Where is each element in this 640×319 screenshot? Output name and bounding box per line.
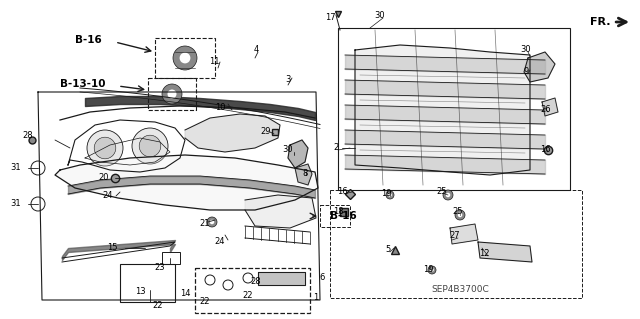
Text: 6: 6 xyxy=(319,273,324,283)
Polygon shape xyxy=(245,195,316,228)
Polygon shape xyxy=(355,45,530,175)
Text: 9: 9 xyxy=(524,68,529,77)
Text: 17: 17 xyxy=(324,13,335,23)
Text: 27: 27 xyxy=(450,232,460,241)
Bar xyxy=(162,252,180,264)
Text: 31: 31 xyxy=(11,164,21,173)
Bar xyxy=(195,268,310,313)
Text: B-16: B-16 xyxy=(330,211,356,221)
Polygon shape xyxy=(524,52,555,82)
Bar xyxy=(155,38,215,78)
Bar xyxy=(330,190,582,298)
Circle shape xyxy=(87,130,123,166)
Polygon shape xyxy=(542,98,558,116)
Text: 24: 24 xyxy=(215,238,225,247)
Text: 11: 11 xyxy=(209,57,220,66)
Text: SEP4B3700C: SEP4B3700C xyxy=(431,286,489,294)
Bar xyxy=(120,264,175,302)
Circle shape xyxy=(94,137,116,159)
Circle shape xyxy=(443,190,453,200)
Bar xyxy=(320,205,350,227)
Text: FR.: FR. xyxy=(590,17,626,27)
Circle shape xyxy=(428,266,436,274)
Text: 30: 30 xyxy=(521,46,531,55)
Polygon shape xyxy=(185,114,280,152)
Text: 8: 8 xyxy=(302,169,308,179)
Text: 25: 25 xyxy=(436,188,447,197)
Text: 20: 20 xyxy=(99,174,109,182)
Text: 19: 19 xyxy=(381,189,391,198)
Text: 16: 16 xyxy=(337,188,348,197)
Text: B-13-10: B-13-10 xyxy=(60,79,106,89)
Text: 23: 23 xyxy=(155,263,165,271)
Polygon shape xyxy=(478,242,532,262)
Bar xyxy=(148,78,196,110)
Text: 18: 18 xyxy=(333,207,343,217)
Text: 1: 1 xyxy=(314,293,319,302)
Text: B-16: B-16 xyxy=(75,35,102,45)
Text: 29: 29 xyxy=(260,128,271,137)
Text: 21: 21 xyxy=(200,219,211,228)
Text: 26: 26 xyxy=(541,106,551,115)
Text: 12: 12 xyxy=(479,249,489,258)
Circle shape xyxy=(388,193,392,197)
Text: 5: 5 xyxy=(385,246,390,255)
Circle shape xyxy=(162,84,182,104)
Text: 19: 19 xyxy=(423,265,433,275)
Circle shape xyxy=(430,268,434,272)
Bar xyxy=(338,28,570,190)
Text: 13: 13 xyxy=(134,287,145,296)
Circle shape xyxy=(168,90,177,99)
Circle shape xyxy=(458,213,462,217)
Text: 15: 15 xyxy=(107,243,117,253)
Text: 31: 31 xyxy=(11,199,21,209)
Text: 30: 30 xyxy=(374,11,385,20)
Circle shape xyxy=(180,53,191,63)
Text: 28: 28 xyxy=(251,277,261,286)
Polygon shape xyxy=(450,224,478,244)
Text: 14: 14 xyxy=(180,288,190,298)
Circle shape xyxy=(445,193,451,197)
Circle shape xyxy=(207,217,217,227)
Text: 25: 25 xyxy=(452,207,463,217)
Text: 30: 30 xyxy=(283,145,293,154)
Text: 22: 22 xyxy=(243,291,253,300)
Text: 16: 16 xyxy=(540,145,550,154)
Polygon shape xyxy=(288,140,308,168)
Circle shape xyxy=(210,220,214,224)
Text: 24: 24 xyxy=(103,191,113,201)
Text: 28: 28 xyxy=(22,131,33,140)
Circle shape xyxy=(173,46,197,70)
Text: 4: 4 xyxy=(253,46,259,55)
Circle shape xyxy=(140,135,161,157)
Text: 22: 22 xyxy=(153,301,163,310)
Circle shape xyxy=(386,191,394,199)
Text: 22: 22 xyxy=(200,298,211,307)
Polygon shape xyxy=(55,155,318,210)
Text: 3: 3 xyxy=(285,76,291,85)
Text: 10: 10 xyxy=(215,103,225,113)
Polygon shape xyxy=(295,164,312,185)
Circle shape xyxy=(132,128,168,164)
Circle shape xyxy=(455,210,465,220)
Text: 2: 2 xyxy=(333,144,339,152)
